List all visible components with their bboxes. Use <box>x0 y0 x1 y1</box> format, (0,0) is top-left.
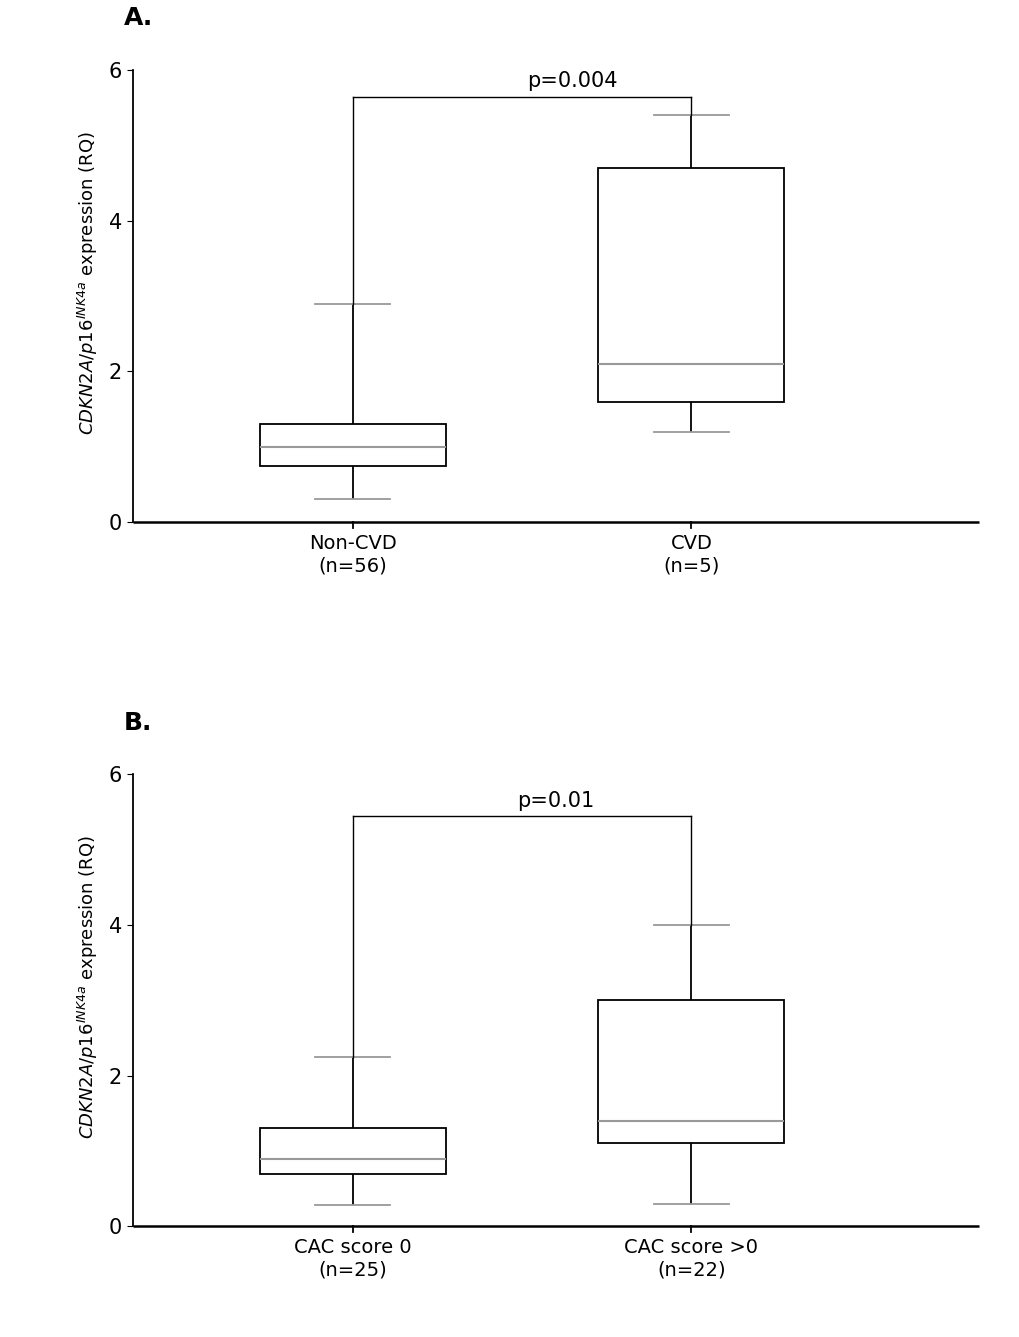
Text: A.: A. <box>124 7 153 31</box>
Bar <box>597 1000 784 1143</box>
Bar <box>259 424 445 465</box>
Bar <box>259 1128 445 1174</box>
Y-axis label: $\mathit{CDKN2A/p16^{INK4a}}$ expression (RQ): $\mathit{CDKN2A/p16^{INK4a}}$ expression… <box>76 836 101 1139</box>
Text: B.: B. <box>124 711 153 734</box>
Bar <box>597 168 784 401</box>
Y-axis label: $\mathit{CDKN2A/p16^{INK4a}}$ expression (RQ): $\mathit{CDKN2A/p16^{INK4a}}$ expression… <box>76 131 101 435</box>
Text: p=0.004: p=0.004 <box>527 71 618 91</box>
Text: p=0.01: p=0.01 <box>517 790 594 810</box>
